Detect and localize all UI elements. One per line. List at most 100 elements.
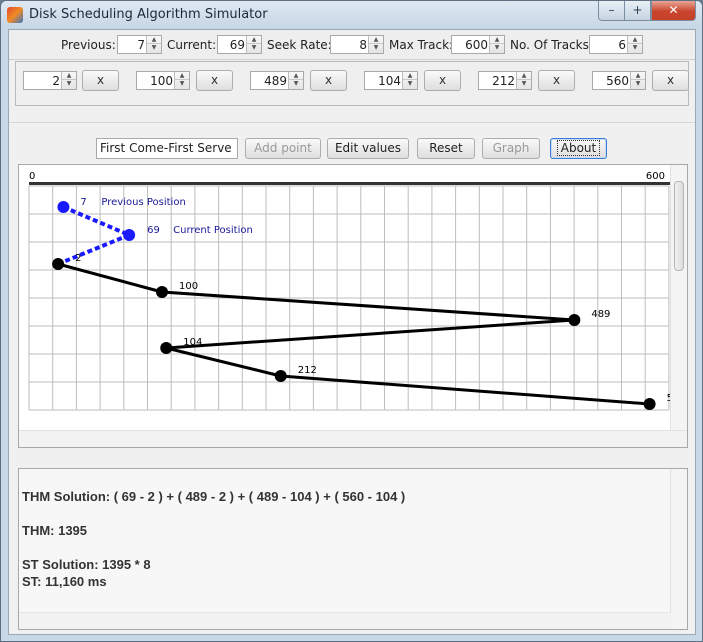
current-label: Current:	[167, 38, 217, 52]
remove-point-button[interactable]: x	[82, 70, 119, 91]
track-point-spinner[interactable]: 212 ▲ ▼	[478, 71, 532, 90]
track-request-point	[568, 314, 581, 326]
spinner-arrows[interactable]: ▲ ▼	[516, 72, 531, 89]
seek-path-line	[165, 346, 282, 378]
add-point-button[interactable]: Add point	[245, 138, 321, 159]
track-request-point	[52, 258, 65, 270]
seek-path-line	[166, 318, 575, 350]
reset-button[interactable]: Reset	[417, 138, 475, 159]
track-point-spinner[interactable]: 489 ▲ ▼	[250, 71, 304, 90]
remove-point-button[interactable]: x	[310, 70, 347, 91]
previous-label: Previous:	[61, 38, 116, 52]
graph-horizontal-scrollbar[interactable]	[19, 430, 687, 447]
spinner-arrows[interactable]: ▲ ▼	[627, 36, 642, 53]
spinner-up-icon: ▲	[490, 36, 504, 44]
spinner-up-icon: ▲	[631, 72, 645, 80]
current-spinner[interactable]: 69 ▲ ▼	[217, 35, 262, 54]
spinner-up-icon: ▲	[289, 72, 303, 80]
spinner-arrows[interactable]: ▲ ▼	[630, 72, 645, 89]
spinner-arrows[interactable]: ▲ ▼	[246, 36, 261, 53]
spinner-down-icon: ▼	[407, 80, 413, 87]
tracks-value: 6	[618, 38, 626, 52]
spinner-arrows[interactable]: ▲ ▼	[402, 72, 417, 89]
track-request-point	[156, 286, 168, 298]
spinner-down-icon: ▼	[293, 80, 299, 87]
spinner-arrows[interactable]: ▲ ▼	[489, 36, 504, 53]
seek-path-line	[57, 262, 163, 294]
current-to-first-line	[57, 233, 130, 266]
spinner-arrows[interactable]: ▲ ▼	[368, 36, 383, 53]
spinner-arrows[interactable]: ▲ ▼	[61, 72, 76, 89]
max-track-spinner[interactable]: 600 ▲ ▼	[451, 35, 505, 54]
spinner-down-icon: ▼	[635, 80, 641, 87]
track-request-label: 104	[183, 337, 202, 348]
spinner-up-icon: ▲	[369, 36, 383, 44]
current-value: 69	[229, 38, 245, 52]
spinner-up-icon: ▲	[175, 72, 189, 80]
track-point-spinner[interactable]: 560 ▲ ▼	[592, 71, 646, 90]
previous-spinner[interactable]: 7 ▲ ▼	[117, 35, 162, 54]
spinner-down-icon: ▼	[66, 80, 72, 87]
seek-path-line	[161, 290, 575, 322]
about-button[interactable]: About	[550, 138, 607, 159]
remove-point-button[interactable]: x	[424, 70, 461, 91]
st-text: ST: 11,160 ms	[22, 574, 107, 589]
tracks-spinner[interactable]: 6 ▲ ▼	[589, 35, 643, 54]
thm-solution-text: THM Solution: ( 69 - 2 ) + ( 489 - 2 ) +…	[22, 489, 406, 504]
close-button[interactable]: ✕	[651, 1, 696, 21]
previous-position-marker	[57, 201, 70, 213]
spinner-down-icon: ▼	[521, 80, 527, 87]
client-area: Previous: 7 ▲ ▼ Current: 69 ▲ ▼ Seek Rate:…	[8, 29, 696, 635]
remove-point-button[interactable]: x	[652, 70, 689, 91]
remove-point-button[interactable]: x	[538, 70, 575, 91]
current-position-marker	[123, 229, 136, 241]
track-points-panel: 2 ▲ ▼ x 100 ▲ ▼ x 489 ▲ ▼ x 104 ▲ ▼ x 212 ▲ ▼	[15, 61, 689, 106]
track-point-spinner[interactable]: 104 ▲ ▼	[364, 71, 418, 90]
window-title: Disk Scheduling Algorithm Simulator	[29, 7, 268, 22]
track-request-point	[160, 342, 173, 354]
current-position-value: 69	[147, 225, 160, 236]
track-point-value: 489	[264, 74, 287, 88]
track-request-point	[274, 370, 287, 382]
track-request-label: 100	[179, 281, 198, 292]
graph-button[interactable]: Graph	[482, 138, 540, 159]
track-point-spinner[interactable]: 2 ▲ ▼	[23, 71, 77, 90]
seek-rate-spinner[interactable]: 8 ▲ ▼	[330, 35, 384, 54]
result-vertical-scrollbar[interactable]	[670, 469, 687, 629]
graph-vertical-scrollbar[interactable]	[670, 165, 687, 430]
spinner-down-icon: ▼	[632, 44, 638, 51]
track-request-label: 212	[298, 365, 317, 376]
about-button-label: About	[556, 140, 601, 156]
spinner-arrows[interactable]: ▲ ▼	[146, 36, 161, 53]
track-point-value: 212	[492, 74, 515, 88]
spinner-up-icon: ▲	[147, 36, 161, 44]
spinner-up-icon: ▲	[517, 72, 531, 80]
spinner-down-icon: ▼	[373, 44, 379, 51]
scrollbar-thumb[interactable]	[674, 181, 684, 271]
result-panel: THM Solution: ( 69 - 2 ) + ( 489 - 2 ) +…	[18, 468, 688, 630]
seek-path-line	[280, 374, 650, 406]
algorithm-field[interactable]: First Come-First Serve	[96, 138, 238, 159]
java-app-icon	[7, 7, 23, 23]
track-point-spinner[interactable]: 100 ▲ ▼	[136, 71, 190, 90]
spinner-up-icon: ▲	[403, 72, 417, 80]
graph-panel: 0 600 7 Previous Position 69 Current Position…	[18, 164, 688, 448]
spinner-down-icon: ▼	[251, 44, 257, 51]
spinner-arrows[interactable]: ▲ ▼	[288, 72, 303, 89]
seek-graph: 0 600 7 Previous Position 69 Current Position…	[28, 171, 686, 411]
spinner-arrows[interactable]: ▲ ▼	[174, 72, 189, 89]
track-request-point	[643, 398, 656, 410]
maximize-button[interactable]: +	[624, 1, 651, 21]
seek-rate-label: Seek Rate:	[267, 38, 332, 52]
spinner-down-icon: ▼	[179, 80, 185, 87]
minimize-button[interactable]: –	[598, 1, 625, 21]
title-bar[interactable]: Disk Scheduling Algorithm Simulator – + …	[1, 1, 702, 29]
tracks-label: No. Of Tracks:	[510, 38, 593, 52]
result-horizontal-scrollbar[interactable]	[19, 612, 671, 629]
remove-point-button[interactable]: x	[196, 70, 233, 91]
edit-values-button[interactable]: Edit values	[327, 138, 409, 159]
thm-text: THM: 1395	[22, 523, 88, 538]
track-point-value: 560	[606, 74, 629, 88]
current-position-label: Current Position	[173, 225, 253, 236]
